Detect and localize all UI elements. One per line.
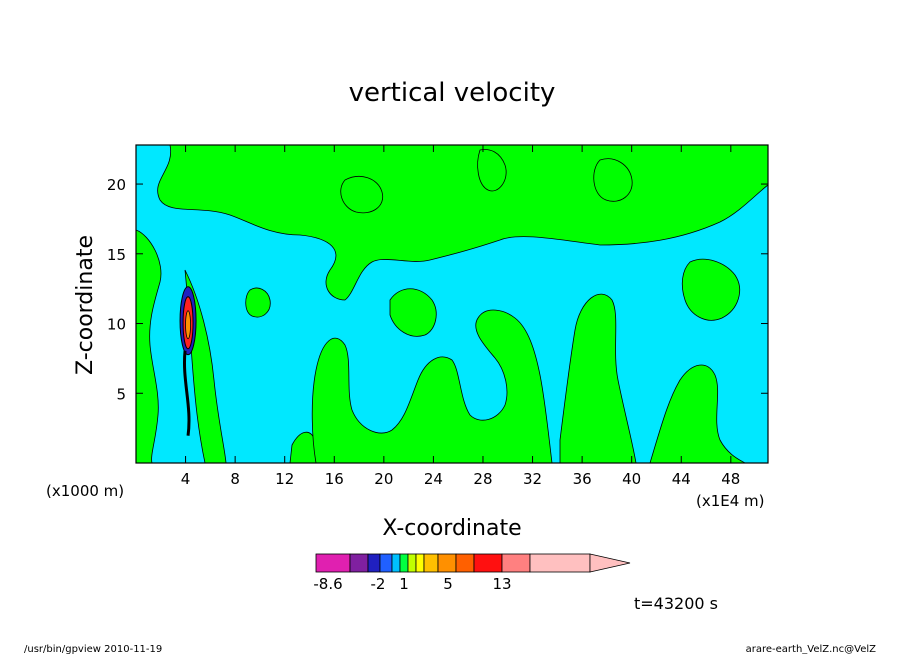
x-tick-label: 44 — [672, 470, 691, 488]
plot-frame — [135, 144, 769, 464]
plot-area — [136, 145, 768, 463]
colorbar-swatch — [437, 553, 457, 573]
y-tick-label: 10 — [107, 316, 126, 334]
colorbar-swatch — [407, 553, 417, 573]
y-axis: 5 10 15 20 — [107, 176, 768, 403]
colorbar-swatch — [399, 553, 409, 573]
positive-region — [136, 229, 162, 463]
updraft-core — [179, 286, 197, 436]
updraft-inner — [185, 310, 191, 340]
x-tick-label: 16 — [325, 470, 344, 488]
colorbar-label: 5 — [443, 575, 453, 593]
colorbar-swatch — [501, 553, 531, 573]
downdraft-trail — [183, 350, 191, 436]
positive-region — [649, 364, 746, 463]
y-tick-label: 15 — [107, 246, 126, 264]
positive-region — [340, 176, 384, 214]
x-tick-label: 24 — [424, 470, 443, 488]
x-tick-label: 36 — [573, 470, 592, 488]
colorbar: -8.6 -2 1 5 13 — [313, 553, 631, 593]
x-unit-right: (x1E4 m) — [696, 492, 765, 510]
colorbar-swatch — [349, 553, 369, 573]
footer-left: /usr/bin/gpview 2010-11-19 — [24, 644, 162, 654]
colorbar-swatch — [473, 553, 503, 573]
colorbar-swatch — [379, 553, 393, 573]
x-tick-label: 48 — [721, 470, 740, 488]
positive-region — [245, 287, 271, 318]
x-tick-label: 20 — [374, 470, 393, 488]
y-tick-label: 5 — [116, 385, 126, 403]
positive-region — [559, 293, 637, 463]
positive-region — [477, 149, 507, 192]
colorbar-swatch — [315, 553, 351, 573]
colorbar-swatch — [391, 553, 401, 573]
colorbar-swatch — [423, 553, 439, 573]
x-axis: 4 8 12 16 20 24 28 32 36 40 44 48 — [181, 145, 740, 488]
colorbar-label: 1 — [399, 575, 409, 593]
colorbar-swatch — [455, 553, 475, 573]
x-tick-label: 28 — [473, 470, 492, 488]
colorbar-label: -8.6 — [313, 575, 342, 593]
x-tick-label: 32 — [523, 470, 542, 488]
x-tick-label: 12 — [275, 470, 294, 488]
x-tick-label: 8 — [230, 470, 240, 488]
y-axis-label: Z-coordinate — [73, 235, 98, 375]
positive-region — [311, 309, 553, 463]
colorbar-swatch — [367, 553, 381, 573]
footer-right: arare-earth_VelZ.nc@VelZ — [746, 644, 877, 654]
positive-region — [389, 288, 437, 337]
x-tick-label: 4 — [181, 470, 191, 488]
x-tick-label: 40 — [622, 470, 641, 488]
positive-velocity-regions — [136, 145, 768, 463]
colorbar-swatch — [529, 553, 591, 573]
colorbar-label: 13 — [492, 575, 511, 593]
y-tick-label: 20 — [107, 176, 126, 194]
x-axis-label: X-coordinate — [382, 516, 521, 541]
colorbar-swatch — [415, 553, 425, 573]
positive-region — [681, 258, 740, 321]
time-label: t=43200 s — [634, 594, 718, 613]
colorbar-arrow — [589, 553, 631, 573]
colorbar-label: -2 — [371, 575, 386, 593]
x-unit-left: (x1000 m) — [46, 482, 124, 500]
positive-region — [593, 158, 633, 202]
chart-title: vertical velocity — [349, 78, 556, 108]
